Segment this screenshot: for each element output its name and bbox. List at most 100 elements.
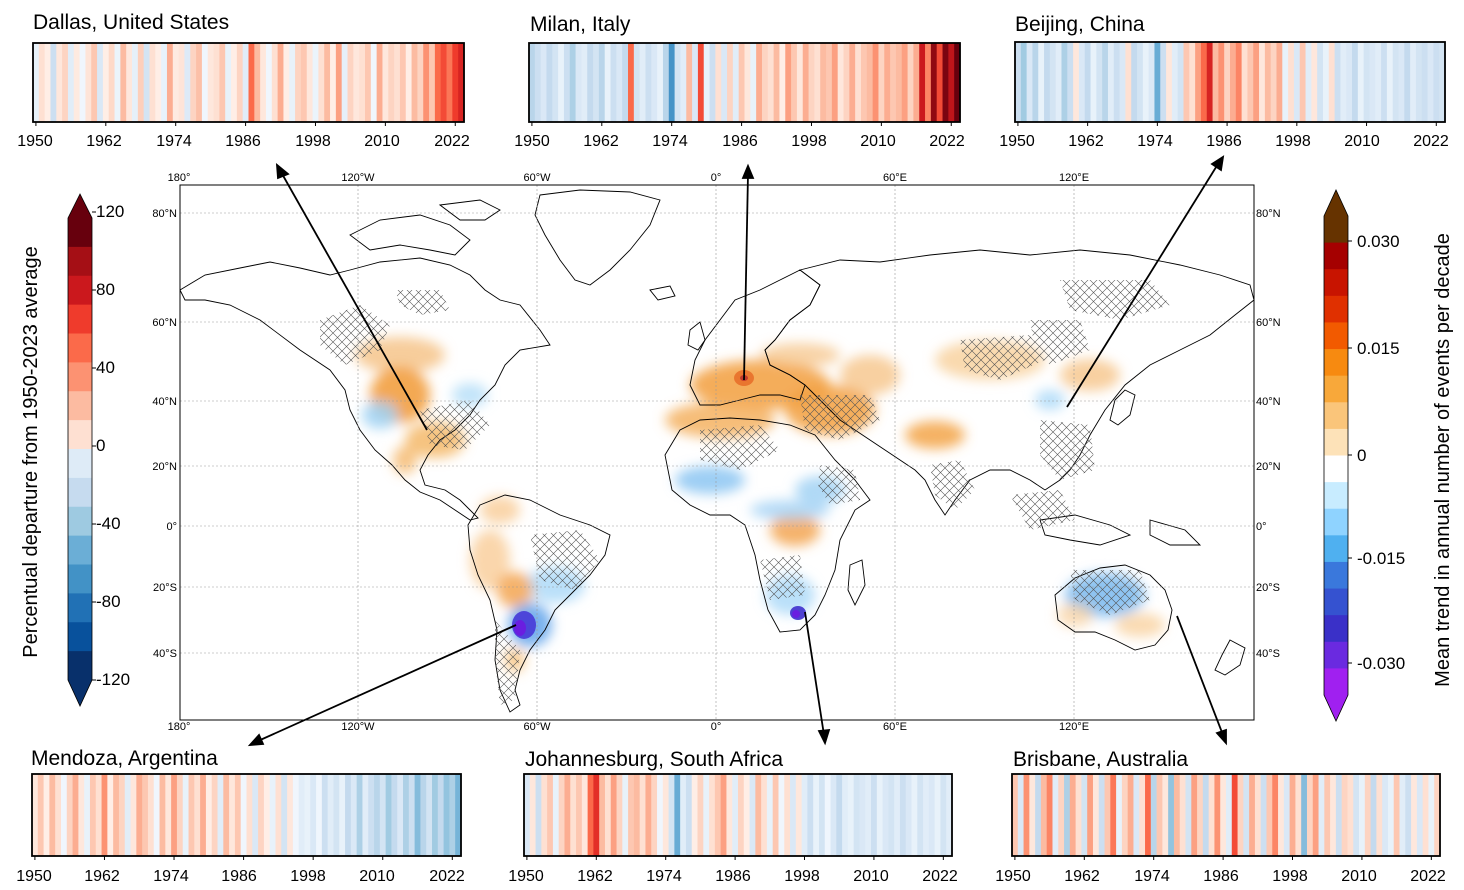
year-stripe xyxy=(67,43,75,122)
year-stripe xyxy=(333,774,340,856)
shade-blob xyxy=(480,496,520,524)
year-stripe xyxy=(686,43,693,122)
year-stripe xyxy=(231,43,238,122)
year-stripe xyxy=(1346,42,1353,122)
left-colorbar-ticks: 120 80 40 0 -40 -80 -120 xyxy=(96,202,130,689)
hatch-region xyxy=(530,530,600,590)
lat-label: 20°S xyxy=(1256,582,1280,594)
year-tick-label: 1962 xyxy=(84,868,120,885)
year-stripe xyxy=(188,774,195,856)
year-stripe xyxy=(651,774,658,856)
stripe-year-ticks-beijing: 1950 1962 1974 1986 1998 2010 2022 xyxy=(999,133,1449,150)
year-stripe xyxy=(1237,774,1244,856)
lon-label: 0° xyxy=(711,172,722,184)
stripe-panel xyxy=(1011,773,1441,860)
year-stripe xyxy=(1235,42,1243,122)
year-stripe xyxy=(727,43,734,122)
arrow-mendoza xyxy=(257,624,517,742)
year-stripe xyxy=(1064,774,1071,856)
year-stripe xyxy=(242,43,250,122)
year-stripe xyxy=(738,774,745,856)
year-stripe xyxy=(62,43,69,122)
year-stripe xyxy=(102,43,110,122)
lon-label: 120°E xyxy=(1059,172,1089,184)
year-stripe xyxy=(211,774,219,856)
left-cbar-segment xyxy=(68,275,92,306)
arrow-dallas xyxy=(280,171,428,431)
year-stripe xyxy=(940,774,947,856)
lon-label: 180° xyxy=(168,172,191,184)
year-stripe xyxy=(1398,42,1405,122)
year-tick-label: 1950 xyxy=(514,133,550,150)
year-stripe xyxy=(1084,42,1092,122)
right-cbar-segment xyxy=(1324,295,1348,323)
lat-label: 80°N xyxy=(152,208,177,220)
year-stripe xyxy=(749,774,756,856)
year-tick-label: 1998 xyxy=(791,133,827,150)
year-stripe xyxy=(674,774,681,856)
year-stripe xyxy=(911,774,918,856)
left-cbar-tick: -40 xyxy=(96,514,121,533)
year-stripe xyxy=(335,43,343,122)
year-stripe xyxy=(824,774,832,856)
year-stripe xyxy=(1335,774,1343,856)
year-stripe xyxy=(628,43,635,122)
year-stripe xyxy=(434,43,442,122)
stripe-title-johannesburg: Johannesburg, South Africa xyxy=(525,748,783,771)
year-stripe xyxy=(1264,42,1272,122)
year-stripe xyxy=(761,774,768,856)
year-stripe xyxy=(347,43,354,122)
year-stripe xyxy=(925,43,932,122)
left-colorbar xyxy=(67,193,96,707)
year-stripe xyxy=(552,43,559,122)
left-cbar-segment xyxy=(68,506,92,537)
stripe-panel xyxy=(1014,41,1446,126)
year-stripe xyxy=(72,774,79,856)
year-stripe xyxy=(779,43,786,122)
year-stripe xyxy=(426,774,433,856)
year-stripe xyxy=(732,43,740,122)
year-tick-label: 1962 xyxy=(1064,868,1100,885)
year-tick-label: 1950 xyxy=(995,868,1031,885)
year-stripe xyxy=(1311,42,1318,122)
shade-blob xyxy=(750,500,830,520)
year-stripe xyxy=(744,43,751,122)
right-cbar-segment xyxy=(1324,588,1348,616)
year-stripe xyxy=(414,774,422,856)
stripe-panel-frame xyxy=(523,773,953,857)
year-stripe xyxy=(1341,774,1349,856)
shade-blob xyxy=(393,446,417,474)
year-stripe xyxy=(1375,42,1382,122)
year-stripe xyxy=(362,774,369,856)
year-stripe xyxy=(587,43,594,122)
year-stripe xyxy=(1299,42,1307,122)
year-stripe xyxy=(750,43,757,122)
year-stripe xyxy=(1404,42,1411,122)
stripe-year-ticks-brisbane: 1950 1962 1974 1986 1998 2010 2022 xyxy=(995,868,1446,885)
year-stripe xyxy=(1067,42,1074,122)
year-stripe xyxy=(814,43,821,122)
madagascar-outline xyxy=(847,559,866,607)
year-stripe xyxy=(778,774,785,856)
year-stripe xyxy=(246,774,253,856)
year-tick-label: 1986 xyxy=(1206,133,1242,150)
year-stripe xyxy=(813,774,820,856)
year-stripe xyxy=(165,774,172,856)
year-stripe xyxy=(1020,42,1028,122)
year-stripe xyxy=(709,774,716,856)
year-stripe xyxy=(714,774,722,856)
year-stripe xyxy=(260,43,267,122)
year-stripe xyxy=(604,774,612,856)
lat-label: 20°S xyxy=(153,582,177,594)
year-stripe xyxy=(1073,42,1080,122)
year-stripe xyxy=(37,774,45,856)
year-stripe xyxy=(281,774,288,856)
year-stripe xyxy=(1098,774,1106,856)
australia-outline xyxy=(1054,564,1173,651)
arrow-milan xyxy=(743,173,749,381)
year-stripe xyxy=(662,774,670,856)
year-stripe xyxy=(1376,774,1383,856)
year-stripe xyxy=(899,774,907,856)
year-stripe xyxy=(905,774,913,856)
year-stripe xyxy=(207,43,215,122)
